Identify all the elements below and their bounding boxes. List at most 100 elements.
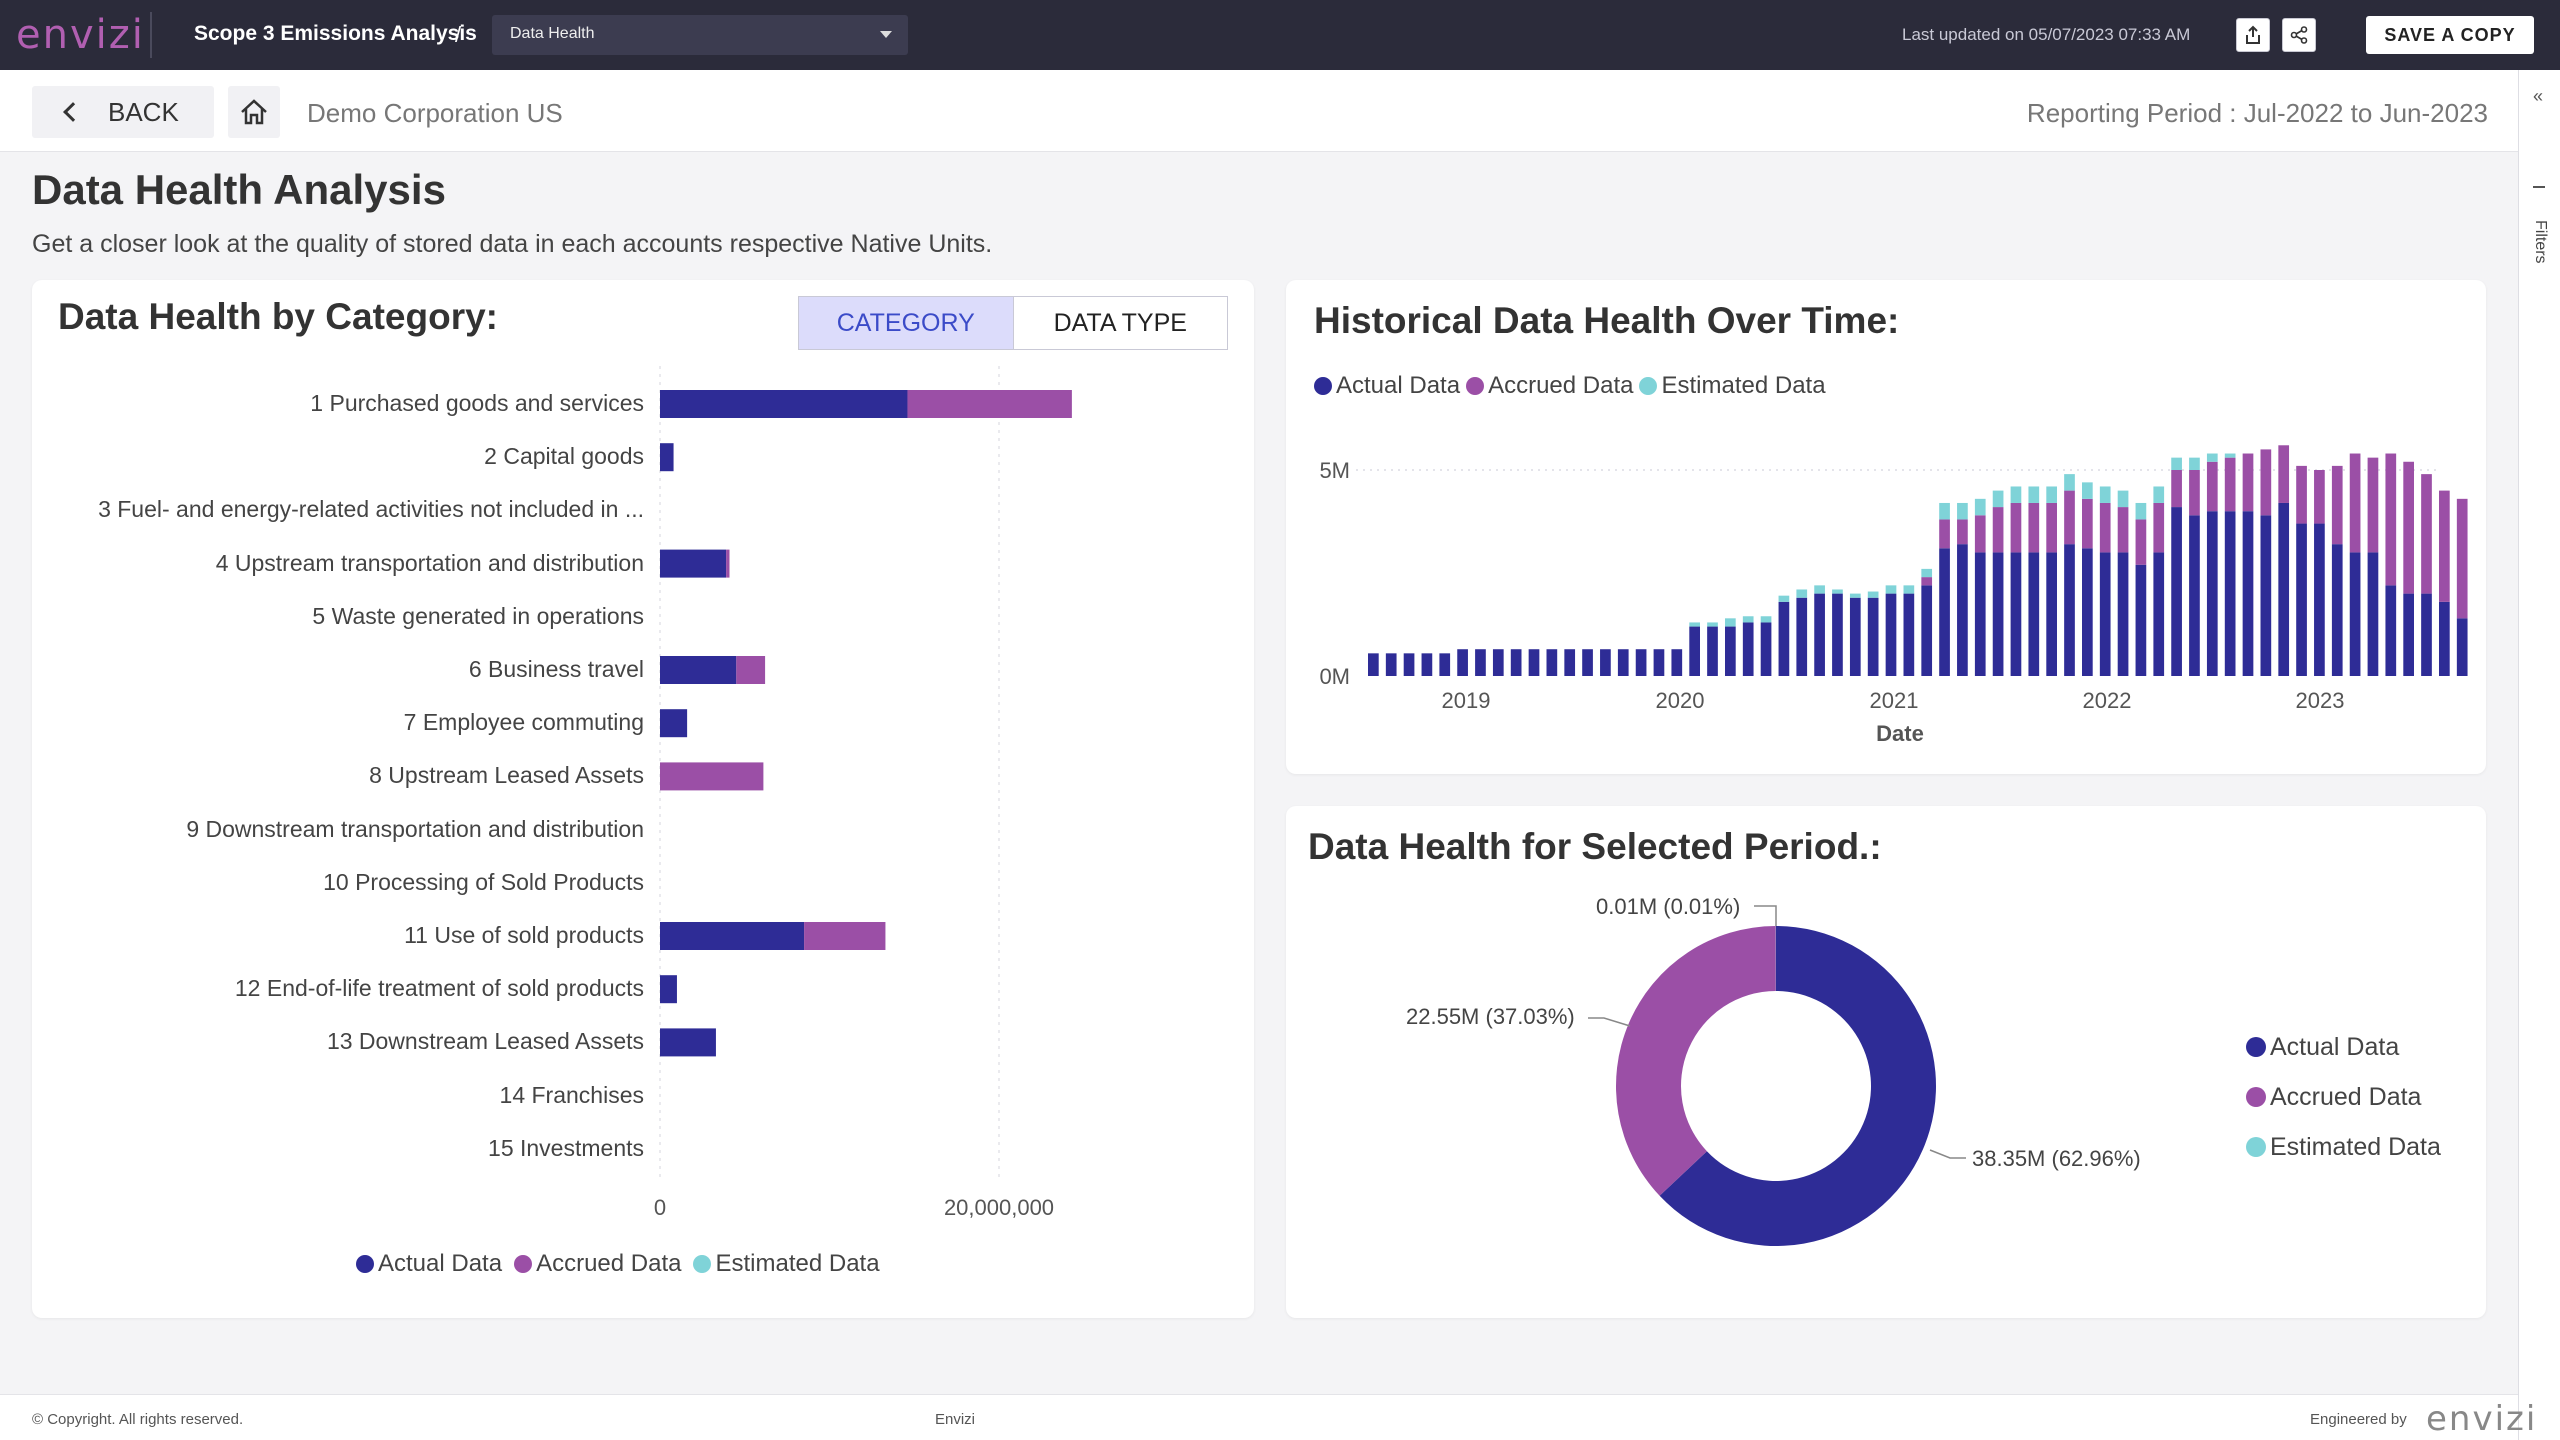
category-bar-accrued-data[interactable] (907, 390, 1072, 418)
history-bar-accrued-data[interactable] (2385, 453, 2397, 586)
share-button[interactable] (2282, 18, 2316, 52)
history-bar-accrued-data[interactable] (2314, 470, 2325, 524)
history-bar-accrued-data[interactable] (2260, 449, 2272, 516)
history-bar-accrued-data[interactable] (2421, 474, 2432, 594)
history-bar-actual-data[interactable] (1760, 622, 1772, 676)
history-bar-actual-data[interactable] (2189, 515, 2200, 676)
history-bar-estimated-data[interactable] (2064, 474, 2075, 491)
history-bar-estimated-data[interactable] (1796, 589, 1808, 598)
history-bar-accrued-data[interactable] (2189, 470, 2200, 516)
history-bar-estimated-data[interactable] (2010, 486, 2022, 503)
history-bar-actual-data[interactable] (2456, 618, 2468, 676)
history-bar-accrued-data[interactable] (2064, 490, 2075, 545)
history-bar-actual-data[interactable] (2082, 548, 2093, 676)
history-bar-actual-data[interactable] (1421, 653, 1433, 676)
history-bar-accrued-data[interactable] (2349, 453, 2361, 553)
category-bar-actual-data[interactable] (660, 709, 688, 738)
history-bar-accrued-data[interactable] (2296, 465, 2307, 524)
history-bar-accrued-data[interactable] (2224, 457, 2236, 512)
history-bar-actual-data[interactable] (1992, 552, 2004, 676)
history-bar-estimated-data[interactable] (1742, 616, 1754, 623)
category-bar-actual-data[interactable] (660, 549, 727, 578)
history-bar-estimated-data[interactable] (1707, 622, 1718, 627)
history-bar-accrued-data[interactable] (2117, 507, 2129, 553)
history-bar-actual-data[interactable] (2421, 593, 2432, 676)
history-bar-actual-data[interactable] (1885, 593, 1897, 676)
history-bar-actual-data[interactable] (1546, 649, 1558, 676)
history-bar-actual-data[interactable] (2117, 552, 2129, 676)
history-bar-estimated-data[interactable] (2028, 486, 2040, 503)
history-bar-actual-data[interactable] (1564, 649, 1576, 676)
history-bar-accrued-data[interactable] (2403, 461, 2414, 594)
history-bar-estimated-data[interactable] (1849, 593, 1861, 598)
history-bar-estimated-data[interactable] (2171, 457, 2182, 470)
history-bar-estimated-data[interactable] (1992, 490, 2004, 508)
history-bar-accrued-data[interactable] (2153, 502, 2165, 553)
history-bar-estimated-data[interactable] (1760, 616, 1772, 623)
donut-slice-actual-data[interactable] (1659, 926, 1936, 1246)
history-bar-actual-data[interactable] (2028, 552, 2040, 676)
history-bar-accrued-data[interactable] (2331, 465, 2343, 545)
history-bar-estimated-data[interactable] (2135, 502, 2147, 520)
history-bar-accrued-data[interactable] (2171, 470, 2182, 508)
history-bar-actual-data[interactable] (2224, 511, 2236, 676)
history-bar-actual-data[interactable] (1600, 649, 1611, 676)
history-bar-estimated-data[interactable] (2153, 486, 2165, 503)
category-bar-actual-data[interactable] (660, 390, 908, 418)
legend-item-accrued[interactable]: Accrued Data (2246, 1072, 2441, 1122)
legend-item-actual[interactable]: Actual Data (2246, 1022, 2441, 1072)
history-bar-estimated-data[interactable] (1778, 595, 1790, 602)
category-bar-actual-data[interactable] (660, 922, 805, 950)
history-bar-actual-data[interactable] (2206, 511, 2218, 676)
legend-item-estimated[interactable]: Estimated Data (1639, 372, 1826, 400)
history-bar-accrued-data[interactable] (2082, 498, 2093, 549)
history-bar-actual-data[interactable] (2242, 511, 2254, 676)
history-bar-estimated-data[interactable] (2099, 486, 2111, 503)
history-bar-actual-data[interactable] (1439, 653, 1451, 676)
history-bar-actual-data[interactable] (1903, 593, 1915, 676)
history-bar-accrued-data[interactable] (2206, 461, 2218, 512)
legend-item-actual[interactable]: Actual Data (1314, 372, 1460, 400)
history-bar-actual-data[interactable] (2314, 523, 2325, 676)
history-bar-actual-data[interactable] (1475, 649, 1486, 676)
history-bar-actual-data[interactable] (1921, 585, 1933, 676)
history-bar-accrued-data[interactable] (2028, 502, 2040, 553)
history-bar-accrued-data[interactable] (2367, 457, 2379, 553)
page-select-dropdown[interactable]: Data Health (492, 15, 908, 55)
history-bar-actual-data[interactable] (1707, 626, 1718, 676)
history-bar-actual-data[interactable] (1457, 649, 1468, 676)
history-bar-actual-data[interactable] (1725, 626, 1736, 676)
legend-item-accrued[interactable]: Accrued Data (514, 1250, 681, 1278)
history-bar-actual-data[interactable] (1510, 649, 1522, 676)
history-bar-accrued-data[interactable] (1939, 519, 1950, 549)
history-bar-estimated-data[interactable] (2117, 490, 2129, 508)
history-bar-estimated-data[interactable] (2082, 482, 2093, 499)
history-bar-actual-data[interactable] (1368, 653, 1379, 676)
history-bar-actual-data[interactable] (2367, 552, 2379, 676)
history-bar-actual-data[interactable] (2331, 544, 2343, 676)
history-bar-actual-data[interactable] (1867, 597, 1879, 676)
history-bar-accrued-data[interactable] (1921, 577, 1933, 586)
history-bar-actual-data[interactable] (1849, 597, 1861, 676)
data-type-toggle-button[interactable]: DATA TYPE (1012, 297, 1228, 349)
history-bar-accrued-data[interactable] (1974, 515, 1986, 553)
donut-slice-accrued-data[interactable] (1616, 926, 1776, 1196)
history-bar-actual-data[interactable] (2260, 515, 2272, 676)
category-bar-accrued-data[interactable] (660, 762, 764, 791)
history-bar-estimated-data[interactable] (1957, 502, 1968, 520)
history-bar-accrued-data[interactable] (1957, 519, 1968, 545)
history-bar-actual-data[interactable] (2385, 585, 2397, 676)
legend-item-estimated[interactable]: Estimated Data (693, 1250, 880, 1278)
history-bar-estimated-data[interactable] (1832, 589, 1843, 594)
history-bar-estimated-data[interactable] (1921, 568, 1933, 578)
history-bar-actual-data[interactable] (1528, 649, 1540, 676)
history-bar-actual-data[interactable] (2135, 564, 2147, 676)
category-bar-accrued-data[interactable] (726, 549, 730, 578)
history-bar-actual-data[interactable] (1939, 548, 1950, 676)
category-bar-accrued-data[interactable] (736, 656, 766, 684)
history-bar-accrued-data[interactable] (2242, 453, 2254, 512)
history-bar-actual-data[interactable] (2099, 552, 2111, 676)
history-bar-actual-data[interactable] (1832, 593, 1843, 676)
history-bar-actual-data[interactable] (2278, 502, 2290, 676)
history-bar-actual-data[interactable] (1403, 653, 1415, 676)
